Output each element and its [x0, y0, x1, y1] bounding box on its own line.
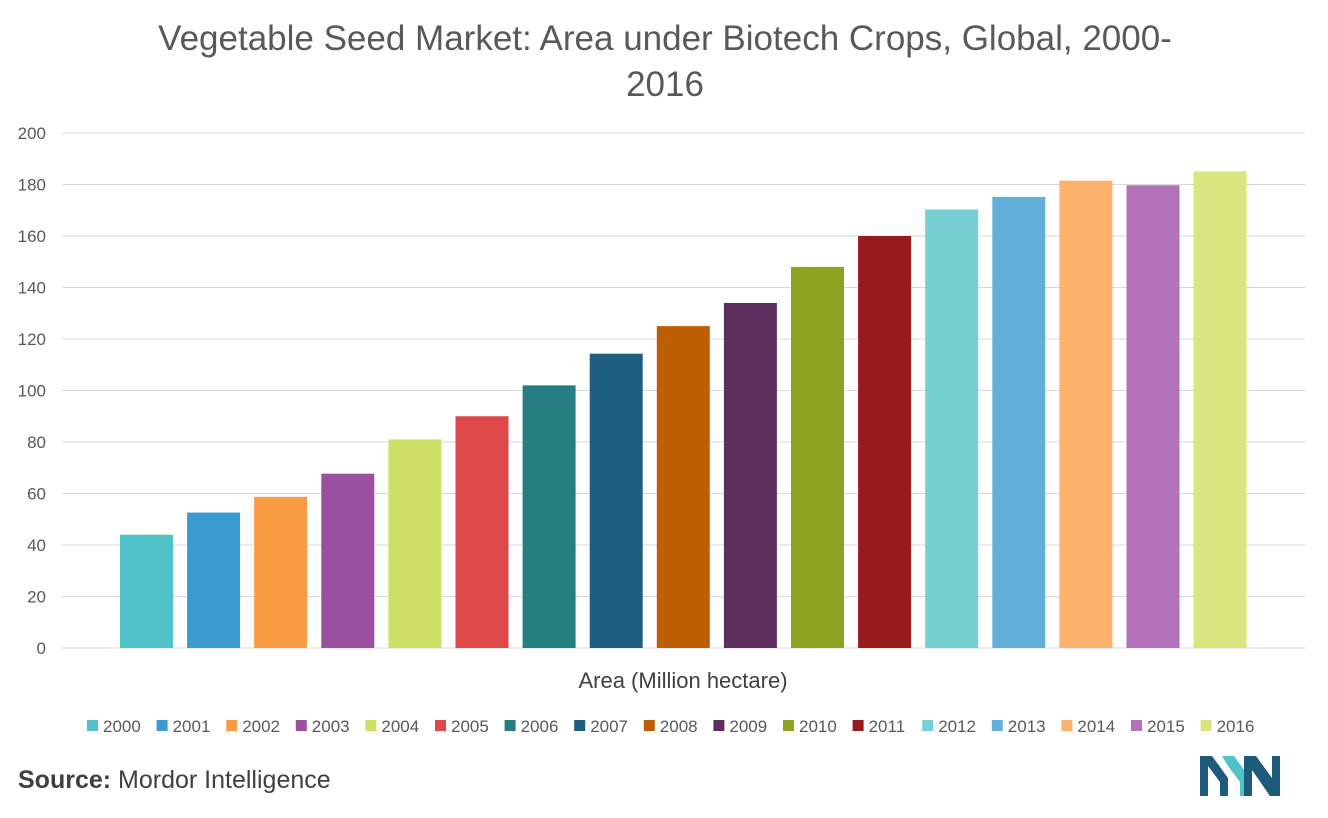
source-text: Mordor Intelligence — [118, 766, 331, 794]
legend-label-2004: 2004 — [381, 717, 419, 736]
legend-label-2010: 2010 — [799, 717, 837, 736]
legend-swatch-2006 — [504, 720, 516, 731]
bar-2013 — [992, 196, 1046, 649]
legend-label-2013: 2013 — [1008, 717, 1046, 736]
legend-label-2001: 2001 — [173, 717, 211, 736]
source-label: Source: — [18, 766, 112, 794]
legend-label-2008: 2008 — [660, 717, 698, 736]
bar-2008 — [656, 326, 710, 648]
y-tick-label: 40 — [27, 536, 46, 555]
bar-2000 — [120, 534, 173, 648]
bar-2009 — [723, 302, 777, 648]
bar-2007 — [589, 353, 643, 648]
legend-label-2005: 2005 — [451, 717, 489, 736]
bar-2015 — [1126, 185, 1180, 648]
legend-swatch-2004 — [365, 720, 377, 731]
legend-swatch-2000 — [87, 720, 98, 731]
legend-swatch-2003 — [295, 720, 307, 731]
legend-swatch-2005 — [435, 720, 446, 731]
bar-2010 — [791, 266, 844, 648]
bar-2001 — [187, 512, 241, 648]
legend-label-2006: 2006 — [521, 717, 559, 736]
legend-swatch-2002 — [226, 720, 238, 731]
legend-label-2000: 2000 — [103, 717, 141, 736]
y-tick-label: 100 — [18, 382, 46, 401]
source-credit: Source: Mordor Intelligence — [18, 766, 331, 795]
legend-swatch-2014 — [1061, 720, 1073, 731]
legend-swatch-2007 — [574, 720, 586, 731]
x-axis-label: Area (Million hectare) — [578, 668, 787, 693]
bar-2003 — [321, 473, 375, 648]
y-tick-label: 120 — [18, 330, 46, 349]
legend-swatch-2012 — [922, 720, 934, 731]
y-tick-label: 160 — [18, 227, 46, 246]
legend-label-2012: 2012 — [938, 717, 976, 736]
legend-label-2015: 2015 — [1147, 717, 1185, 736]
legend-label-2007: 2007 — [590, 717, 628, 736]
bar-2012 — [925, 209, 979, 649]
y-tick-label: 140 — [18, 279, 46, 298]
bar-2006 — [522, 385, 576, 648]
legend-swatch-2011 — [852, 720, 864, 731]
legend-label-2011: 2011 — [869, 717, 906, 736]
legend-label-2002: 2002 — [242, 717, 280, 736]
bar-2004 — [388, 439, 442, 648]
bar-2011 — [858, 236, 912, 648]
bar-2016 — [1193, 171, 1247, 648]
y-tick-label: 0 — [37, 639, 46, 658]
legend-swatch-2013 — [991, 720, 1003, 731]
legend-label-2016: 2016 — [1217, 717, 1255, 736]
legend-swatch-2010 — [783, 720, 794, 731]
y-tick-label: 180 — [18, 176, 46, 195]
chart-title: Vegetable Seed Market: Area under Biotec… — [158, 19, 1172, 104]
y-tick-label: 80 — [27, 433, 46, 452]
y-tick-label: 200 — [18, 124, 46, 143]
bar-2014 — [1059, 180, 1113, 648]
legend-swatch-2015 — [1131, 720, 1142, 731]
legend-swatch-2009 — [713, 720, 725, 731]
mordor-intelligence-logo — [1200, 756, 1280, 796]
bar-2002 — [254, 496, 308, 648]
y-tick-label: 20 — [27, 588, 46, 607]
y-tick-label: 60 — [27, 485, 46, 504]
legend-label-2014: 2014 — [1077, 717, 1115, 736]
bar-2005 — [455, 416, 509, 648]
legend-label-2003: 2003 — [312, 717, 350, 736]
legend-swatch-2016 — [1200, 720, 1212, 731]
legend-label-2009: 2009 — [729, 717, 767, 736]
legend-swatch-2008 — [643, 720, 655, 731]
legend-swatch-2001 — [156, 720, 168, 731]
